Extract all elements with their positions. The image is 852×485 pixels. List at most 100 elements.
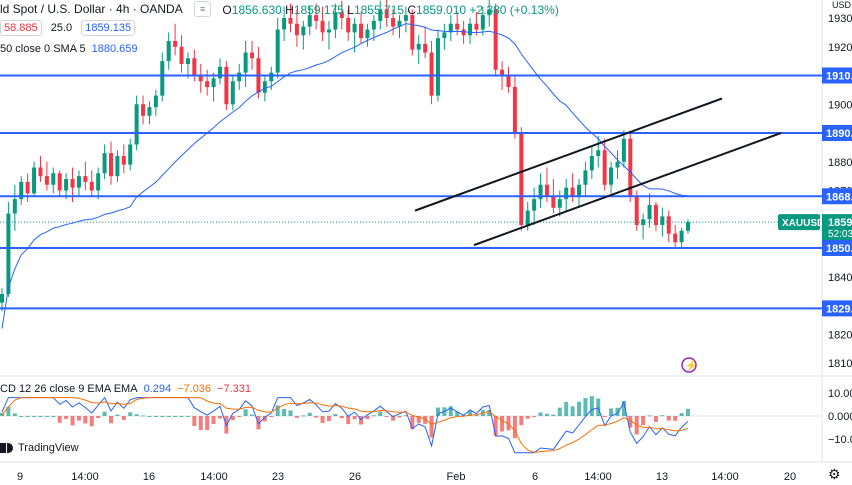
candle-body	[339, 12, 344, 18]
tradingview-logo-icon	[0, 443, 14, 453]
macd-histogram-bar	[301, 415, 306, 417]
candle-body	[217, 66, 222, 79]
macd-histogram-bar	[686, 408, 690, 416]
candle-body	[538, 184, 543, 200]
candle-body	[416, 43, 421, 50]
candle-body	[250, 52, 255, 59]
sell-button[interactable]: 58.885	[0, 20, 42, 36]
time-tick-label: 6	[532, 471, 538, 483]
macd-histogram-bar	[115, 414, 120, 416]
candle-body	[596, 150, 601, 156]
macd-histogram-bar	[38, 416, 43, 417]
macd-histogram-bar	[230, 416, 235, 421]
macd-histogram-bar	[384, 416, 389, 417]
candle-body	[359, 23, 364, 39]
favorite-icon[interactable]: ≡	[194, 1, 212, 17]
tradingview-logo[interactable]: TradingView	[0, 442, 79, 454]
macd-histogram-bar	[192, 416, 197, 427]
candle-body	[25, 181, 30, 194]
macd-histogram-bar	[429, 416, 434, 438]
macd-histogram-bar	[282, 408, 287, 416]
candle-body	[615, 161, 620, 168]
candle-body	[666, 216, 671, 234]
macd-histogram-bar	[269, 416, 274, 417]
ohlc-readout: O1856.630 H1859.175 L1855.715 C1859.010 …	[222, 2, 558, 16]
candle-body	[653, 204, 658, 225]
level-price-label: 1868.	[826, 191, 852, 203]
candle-body	[461, 29, 466, 36]
level-price-tag	[822, 67, 852, 84]
macd-histogram-bar	[397, 416, 402, 418]
candle-body	[435, 38, 440, 96]
time-tick-label: 23	[272, 471, 284, 483]
buy-button[interactable]: 1859.135	[81, 20, 136, 36]
macd-tick-label: −10.00	[828, 434, 852, 446]
level-price-label: 1910.	[826, 71, 852, 83]
macd-histogram-bar	[365, 416, 370, 420]
candle-body	[153, 95, 158, 108]
candle-body	[410, 15, 415, 50]
symbol-title[interactable]: ld Spot / U.S. Dollar · 4h · OANDA	[0, 2, 183, 16]
macd-histogram-bar	[448, 406, 453, 416]
candle-body	[160, 61, 165, 96]
macd-value: 0.294	[143, 383, 172, 395]
macd-histogram-bar	[557, 407, 562, 416]
candle-body	[570, 187, 575, 197]
macd-tick-label: 0.000	[828, 411, 852, 423]
candle-body	[500, 69, 505, 76]
macd-histogram-bar	[275, 405, 280, 416]
macd-histogram-bar	[25, 416, 30, 417]
trend-line-upper	[414, 97, 723, 212]
currency-label[interactable]: USD	[832, 0, 852, 10]
macd-histogram-bar	[577, 401, 582, 416]
price-tick-label: 1810.0	[828, 358, 852, 370]
candle-body	[198, 75, 203, 82]
macd-histogram-bar	[621, 400, 626, 416]
macd-histogram-bar	[410, 416, 415, 430]
candle-body	[121, 156, 126, 165]
trend-line-lower	[473, 132, 782, 247]
candle-body	[294, 23, 299, 36]
candle-body	[397, 20, 402, 27]
candle-body	[89, 181, 94, 191]
low-key: L	[347, 2, 354, 17]
macd-histogram-bar	[666, 416, 671, 421]
candle-body	[429, 52, 434, 96]
candle-body	[679, 230, 684, 243]
histogram-value: −7.331	[217, 383, 251, 395]
macd-histogram-bar	[326, 416, 331, 422]
candle-body	[448, 23, 453, 33]
lightning-icon: ⚡	[685, 359, 697, 372]
macd-histogram-bar	[660, 415, 665, 417]
candle-body	[147, 107, 152, 116]
candle-body	[557, 199, 562, 208]
macd-histogram-bar	[647, 415, 652, 417]
low-value: 1855.715	[353, 2, 404, 17]
candle-body	[403, 15, 408, 21]
candle-body	[442, 32, 447, 39]
macd-histogram-bar	[262, 416, 267, 422]
macd-histogram-bar	[512, 416, 517, 439]
time-tick-label: 14:00	[711, 471, 739, 483]
macd-histogram-bar	[493, 416, 498, 436]
macd-histogram-bar	[243, 409, 248, 416]
macd-histogram-bar	[205, 416, 210, 431]
candle-body	[211, 78, 216, 87]
candle-body	[307, 15, 312, 27]
macd-histogram-bar	[83, 416, 88, 424]
macd-histogram-bar	[628, 416, 633, 428]
sma-value: 1880.659	[91, 43, 138, 55]
level-price-label: 1850.	[826, 243, 852, 255]
settings-gear-icon[interactable]: ⚙	[828, 466, 841, 482]
macd-histogram-bar	[12, 413, 17, 416]
macd-histogram-bar	[589, 396, 594, 416]
macd-histogram-bar	[564, 401, 569, 416]
macd-histogram-bar	[641, 416, 646, 426]
macd-histogram-bar	[217, 416, 222, 419]
macd-legend[interactable]: CD 12 26 close 9 EMA EMA 0.294 −7.036 −7.33…	[0, 383, 251, 395]
sma-legend[interactable]: 50 close 0 SMA 5 1880.659	[0, 43, 138, 55]
macd-histogram-bar	[532, 416, 537, 417]
candle-body	[634, 196, 639, 225]
candle-body	[70, 179, 75, 188]
